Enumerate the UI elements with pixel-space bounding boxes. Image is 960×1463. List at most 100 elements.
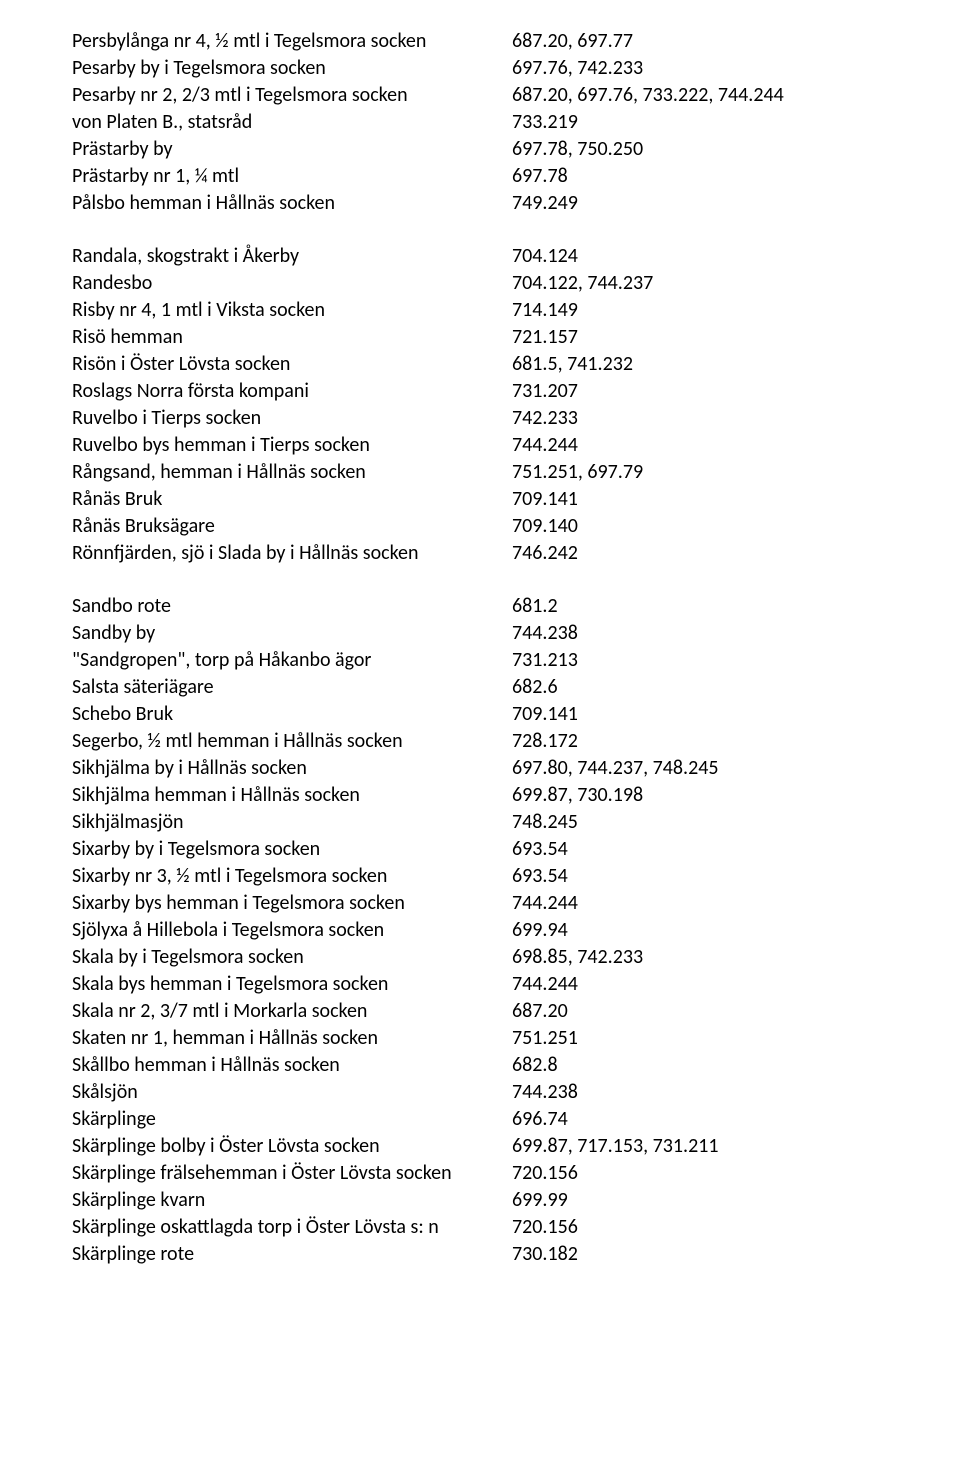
index-label: Roslags Norra första kompani [72, 378, 512, 405]
index-row: Ruvelbo i Tierps socken742.233 [72, 405, 912, 432]
index-label: Segerbo, ½ mtl hemman i Hållnäs socken [72, 728, 512, 755]
index-label: Pesarby by i Tegelsmora socken [72, 55, 512, 82]
index-label: Sandby by [72, 620, 512, 647]
index-label: Skärplinge frälsehemman i Öster Lövsta s… [72, 1160, 512, 1187]
index-value: 744.244 [512, 432, 912, 459]
index-value: 699.87, 717.153, 731.211 [512, 1133, 912, 1160]
index-label: Skärplinge [72, 1106, 512, 1133]
index-row: Segerbo, ½ mtl hemman i Hållnäs socken72… [72, 728, 912, 755]
index-row: Salsta säteriägare682.6 [72, 674, 912, 701]
index-value: 731.207 [512, 378, 912, 405]
index-label: Skärplinge bolby i Öster Lövsta socken [72, 1133, 512, 1160]
index-row: Sixarby by i Tegelsmora socken693.54 [72, 836, 912, 863]
index-row: Skärplinge kvarn699.99 [72, 1187, 912, 1214]
index-label: Rånäs Bruksägare [72, 513, 512, 540]
index-row: Skaten nr 1, hemman i Hållnäs socken751.… [72, 1025, 912, 1052]
index-row: Rångsand, hemman i Hållnäs socken751.251… [72, 459, 912, 486]
index-value: 698.85, 742.233 [512, 944, 912, 971]
index-row: Skala bys hemman i Tegelsmora socken744.… [72, 971, 912, 998]
index-row: Skärplinge rote730.182 [72, 1241, 912, 1268]
index-row: Rånäs Bruksägare709.140 [72, 513, 912, 540]
index-value: 682.6 [512, 674, 912, 701]
index-row: Sixarby bys hemman i Tegelsmora socken74… [72, 890, 912, 917]
index-row: Schebo Bruk709.141 [72, 701, 912, 728]
index-row: Skållbo hemman i Hållnäs socken682.8 [72, 1052, 912, 1079]
index-label: Pålsbo hemman i Hållnäs socken [72, 190, 512, 217]
index-label: Rångsand, hemman i Hållnäs socken [72, 459, 512, 486]
index-value: 728.172 [512, 728, 912, 755]
index-row: Sikhjälma hemman i Hållnäs socken699.87,… [72, 782, 912, 809]
index-row: Pålsbo hemman i Hållnäs socken749.249 [72, 190, 912, 217]
index-row: Persbylånga nr 4, ½ mtl i Tegelsmora soc… [72, 28, 912, 55]
index-value: 742.233 [512, 405, 912, 432]
index-value: 720.156 [512, 1214, 912, 1241]
index-row: Risö hemman721.157 [72, 324, 912, 351]
index-value: 733.219 [512, 109, 912, 136]
index-value: 681.5, 741.232 [512, 351, 912, 378]
block-gap [72, 567, 912, 593]
index-label: Ruvelbo bys hemman i Tierps socken [72, 432, 512, 459]
index-label: Sandbo rote [72, 593, 512, 620]
index-value: 697.78 [512, 163, 912, 190]
index-label: Salsta säteriägare [72, 674, 512, 701]
index-label: Prästarby by [72, 136, 512, 163]
index-value: 746.242 [512, 540, 912, 567]
index-value: 751.251 [512, 1025, 912, 1052]
index-row: "Sandgropen", torp på Håkanbo ägor731.21… [72, 647, 912, 674]
index-label: Rönnfjärden, sjö i Slada by i Hållnäs so… [72, 540, 512, 567]
index-row: Skärplinge696.74 [72, 1106, 912, 1133]
index-row: Skålsjön744.238 [72, 1079, 912, 1106]
index-row: Skärplinge oskattlagda torp i Öster Lövs… [72, 1214, 912, 1241]
index-value: 751.251, 697.79 [512, 459, 912, 486]
block-gap [72, 217, 912, 243]
index-row: Pesarby by i Tegelsmora socken697.76, 74… [72, 55, 912, 82]
index-label: Sixarby bys hemman i Tegelsmora socken [72, 890, 512, 917]
index-value: 699.87, 730.198 [512, 782, 912, 809]
index-row: Skärplinge bolby i Öster Lövsta socken69… [72, 1133, 912, 1160]
index-value: 744.238 [512, 620, 912, 647]
index-value: 748.245 [512, 809, 912, 836]
index-value: 697.76, 742.233 [512, 55, 912, 82]
index-value: 744.238 [512, 1079, 912, 1106]
index-label: Sikhjälmasjön [72, 809, 512, 836]
index-row: Sandbo rote681.2 [72, 593, 912, 620]
index-value: 730.182 [512, 1241, 912, 1268]
index-value: 699.94 [512, 917, 912, 944]
index-value: 744.244 [512, 890, 912, 917]
index-value: 744.244 [512, 971, 912, 998]
index-label: Skärplinge rote [72, 1241, 512, 1268]
index-value: 687.20 [512, 998, 912, 1025]
index-label: Schebo Bruk [72, 701, 512, 728]
index-row: Ruvelbo bys hemman i Tierps socken744.24… [72, 432, 912, 459]
index-row: Pesarby nr 2, 2/3 mtl i Tegelsmora socke… [72, 82, 912, 109]
index-row: Skärplinge frälsehemman i Öster Lövsta s… [72, 1160, 912, 1187]
index-label: Skärplinge oskattlagda torp i Öster Lövs… [72, 1214, 512, 1241]
index-value: 697.78, 750.250 [512, 136, 912, 163]
index-row: Prästarby nr 1, ¼ mtl697.78 [72, 163, 912, 190]
index-label: von Platen B., statsråd [72, 109, 512, 136]
index-value: 709.141 [512, 701, 912, 728]
index-value: 720.156 [512, 1160, 912, 1187]
index-label: Sixarby by i Tegelsmora socken [72, 836, 512, 863]
index-listing: Persbylånga nr 4, ½ mtl i Tegelsmora soc… [72, 28, 912, 1268]
index-row: Skala by i Tegelsmora socken698.85, 742.… [72, 944, 912, 971]
index-value: 693.54 [512, 836, 912, 863]
index-label: Risby nr 4, 1 mtl i Viksta socken [72, 297, 512, 324]
index-row: Risby nr 4, 1 mtl i Viksta socken714.149 [72, 297, 912, 324]
index-row: Risön i Öster Lövsta socken681.5, 741.23… [72, 351, 912, 378]
index-value: 721.157 [512, 324, 912, 351]
index-label: Skålsjön [72, 1079, 512, 1106]
index-label: Ruvelbo i Tierps socken [72, 405, 512, 432]
index-label: Prästarby nr 1, ¼ mtl [72, 163, 512, 190]
index-label: Sikhjälma hemman i Hållnäs socken [72, 782, 512, 809]
index-row: Sikhjälma by i Hållnäs socken697.80, 744… [72, 755, 912, 782]
index-row: Skala nr 2, 3/7 mtl i Morkarla socken687… [72, 998, 912, 1025]
index-row: Prästarby by697.78, 750.250 [72, 136, 912, 163]
index-label: Skållbo hemman i Hållnäs socken [72, 1052, 512, 1079]
index-value: 709.141 [512, 486, 912, 513]
index-label: Sjölyxa å Hillebola i Tegelsmora socken [72, 917, 512, 944]
index-label: Skaten nr 1, hemman i Hållnäs socken [72, 1025, 512, 1052]
index-label: Rånäs Bruk [72, 486, 512, 513]
index-row: Rönnfjärden, sjö i Slada by i Hållnäs so… [72, 540, 912, 567]
index-label: Sixarby nr 3, ½ mtl i Tegelsmora socken [72, 863, 512, 890]
